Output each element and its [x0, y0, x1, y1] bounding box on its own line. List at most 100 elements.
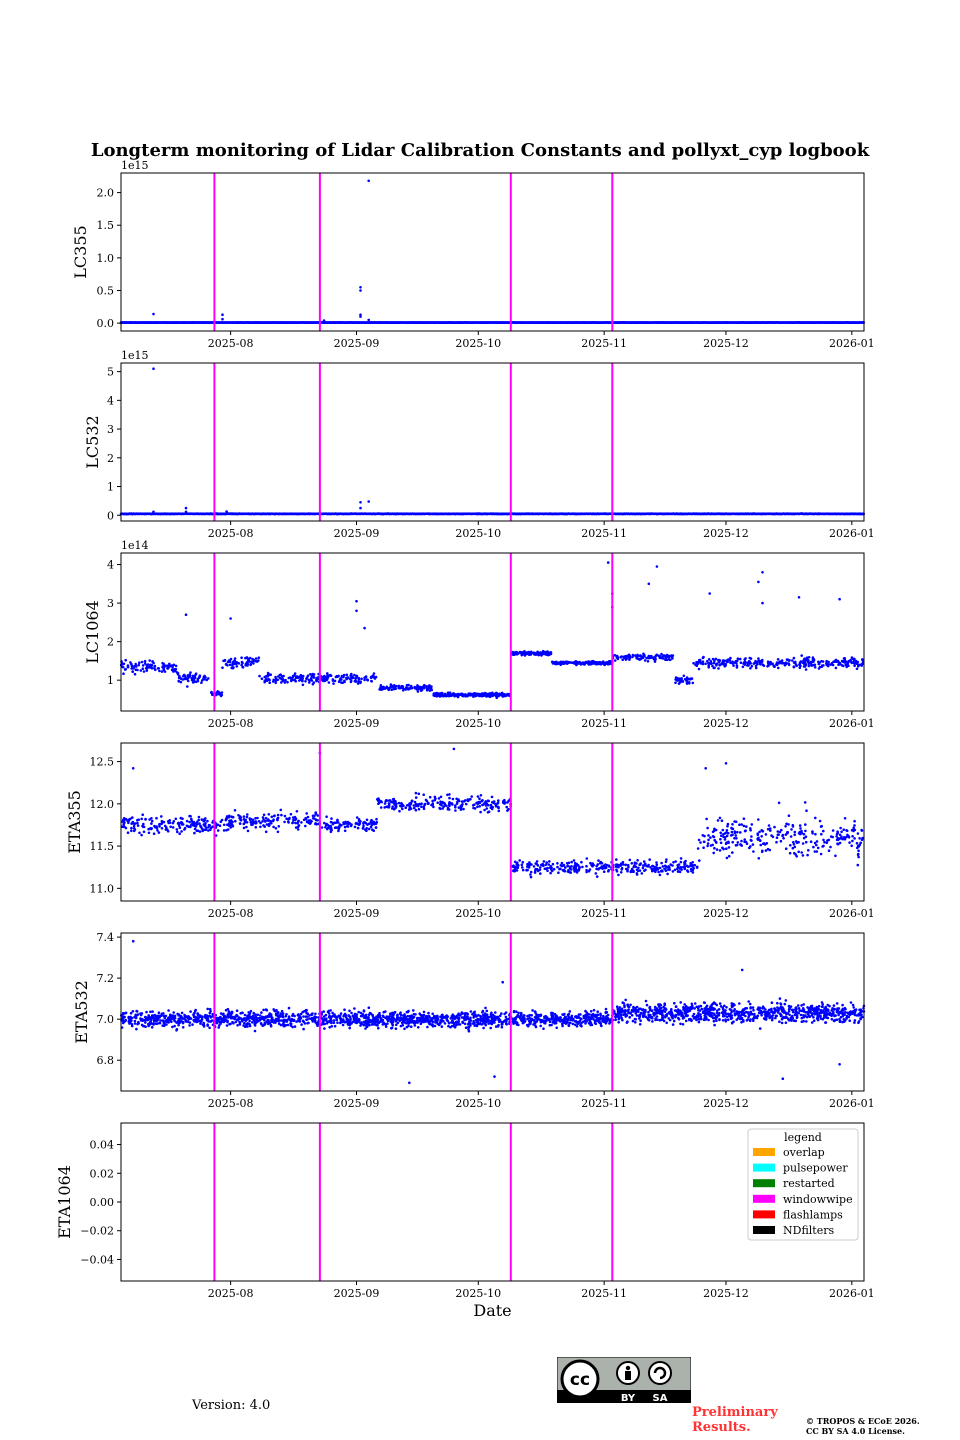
data-point — [546, 651, 550, 654]
data-point — [184, 510, 188, 514]
y-tick-label: 5 — [107, 366, 114, 379]
data-point — [304, 680, 307, 683]
data-point — [416, 685, 420, 688]
y-tick-label: 0.0 — [97, 317, 115, 330]
data-point — [191, 679, 194, 682]
data-point — [743, 658, 746, 661]
y-tick-label: 1.5 — [97, 219, 115, 232]
data-point — [646, 660, 650, 663]
data-point — [196, 677, 200, 681]
data-point — [194, 680, 198, 684]
x-tick-label: 2025-08 — [208, 337, 254, 350]
data-point — [643, 659, 647, 662]
data-point — [430, 688, 434, 692]
data-point — [549, 652, 552, 656]
data-point — [254, 657, 258, 660]
data-point — [645, 656, 648, 660]
data-point — [174, 664, 178, 668]
data-point — [591, 661, 594, 664]
data-point — [501, 694, 505, 697]
data-point — [309, 677, 313, 680]
data-point — [515, 652, 518, 656]
data-points-lc1064 — [119, 561, 865, 700]
data-point — [750, 664, 754, 668]
data-point — [706, 659, 709, 663]
data-point — [332, 682, 335, 685]
data-point — [124, 668, 127, 671]
data-point — [354, 679, 357, 682]
data-point — [493, 692, 496, 696]
data-point — [219, 694, 223, 698]
data-point — [210, 690, 213, 694]
panel-lc1064: 2025-08 2025-09 2025-10 2025-11 2025-12 2026-… — [83, 539, 875, 730]
data-point — [283, 681, 287, 684]
data-point — [293, 678, 296, 681]
data-point — [389, 685, 393, 688]
x-tick-label: 2025-10 — [455, 527, 501, 540]
data-point — [264, 678, 268, 681]
data-point — [158, 669, 161, 673]
data-point — [141, 667, 145, 670]
data-point — [258, 674, 261, 678]
data-point — [140, 660, 144, 664]
data-point — [349, 675, 353, 679]
data-point — [729, 656, 732, 660]
data-point — [625, 657, 629, 660]
data-point — [702, 655, 705, 659]
data-point — [145, 669, 149, 672]
data-point — [184, 506, 188, 510]
data-point — [274, 675, 277, 679]
data-point — [559, 661, 563, 664]
data-point — [274, 679, 278, 682]
data-point — [728, 659, 732, 662]
data-point — [425, 685, 428, 688]
data-point — [749, 657, 753, 660]
data-point — [272, 678, 276, 682]
data-point — [528, 652, 532, 655]
data-point — [660, 656, 664, 660]
data-point — [707, 658, 711, 661]
data-point — [235, 665, 239, 668]
data-point — [198, 675, 201, 678]
data-point — [397, 684, 401, 688]
data-point — [709, 660, 713, 663]
data-point — [390, 688, 394, 692]
data-point — [286, 680, 289, 684]
data-point — [715, 662, 718, 666]
data-point — [557, 661, 560, 665]
data-point — [559, 663, 562, 667]
data-point — [372, 676, 376, 679]
data-point — [634, 654, 637, 657]
data-point — [300, 675, 303, 679]
data-point — [181, 678, 185, 681]
data-point — [312, 673, 316, 676]
data-point — [356, 682, 360, 685]
y-axis-label: LC355 — [71, 225, 90, 278]
data-point — [575, 661, 578, 665]
data-point — [622, 655, 625, 659]
data-point — [301, 683, 305, 687]
data-point — [744, 661, 747, 664]
data-point — [654, 657, 657, 661]
data-point — [221, 666, 224, 669]
data-point — [150, 663, 154, 667]
data-point — [613, 659, 617, 662]
data-point — [305, 677, 308, 681]
data-point — [240, 663, 243, 667]
data-point — [496, 693, 499, 697]
data-point — [738, 657, 742, 661]
data-point — [520, 651, 523, 655]
data-point — [393, 685, 397, 689]
axes-frame — [120, 172, 865, 332]
data-point — [359, 315, 362, 318]
data-point — [687, 681, 691, 684]
data-point — [698, 658, 702, 662]
data-point — [315, 679, 318, 683]
data-point — [345, 673, 349, 677]
data-point — [682, 674, 686, 678]
data-point — [280, 675, 284, 678]
x-tick-label: 2025-12 — [703, 337, 749, 350]
data-point — [681, 680, 685, 683]
data-point — [152, 312, 155, 316]
data-point — [370, 680, 374, 683]
